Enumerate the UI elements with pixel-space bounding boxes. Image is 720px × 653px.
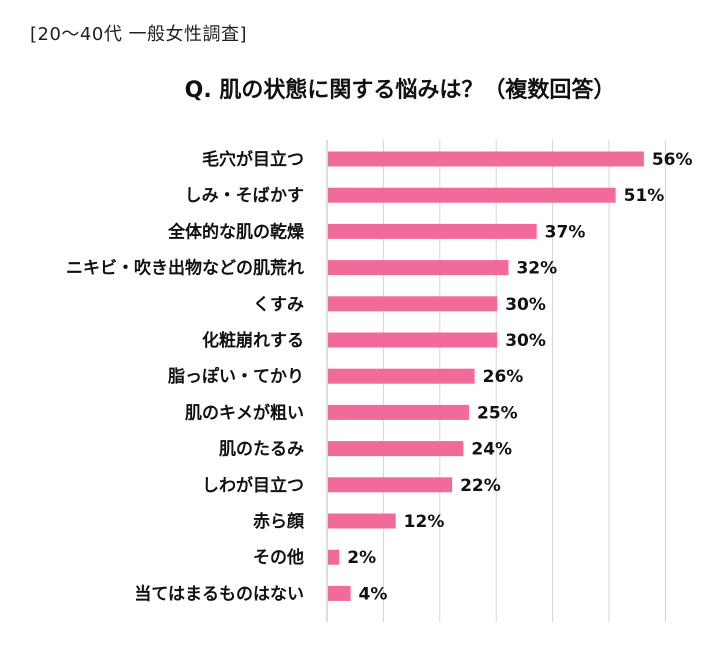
category-label: しみ・そばかす [185,186,304,206]
value-label: 32% [516,259,557,279]
value-label: 30% [505,295,546,315]
bar [328,223,537,239]
value-label: 51% [624,186,665,206]
bar [328,296,498,312]
category-label: 化粧崩れする [202,330,304,351]
category-label: 肌のキメが粗い [185,402,304,423]
bar [328,404,469,420]
bar [328,368,475,384]
bar [328,151,644,167]
category-label: 脂っぽい・てかり [168,366,304,387]
category-label: 肌のたるみ [219,440,304,460]
bar [328,187,616,203]
value-label: 56% [652,150,693,170]
category-label: 赤ら顔 [253,511,305,532]
category-label: くすみ [253,295,304,315]
value-label: 4% [359,584,388,604]
value-label: 22% [460,476,501,496]
category-label: 全体的な肌の乾燥 [167,221,305,242]
bar [328,260,509,276]
category-label: その他 [253,547,304,568]
value-label: 25% [477,403,518,423]
value-label: 30% [505,331,546,351]
value-label: 12% [404,512,445,532]
value-label: 37% [545,222,586,242]
bar [328,332,498,348]
category-label: 毛穴が目立つ [202,149,304,170]
category-label: しわが目立つ [202,475,304,496]
value-label: 2% [347,548,376,568]
bar [328,513,396,529]
bar [328,549,340,565]
chart-title: Q. 肌の状態に関する悩みは？（複数回答） [184,78,616,103]
value-label: 24% [471,440,512,460]
category-label: ニキビ・吹き出物などの肌荒れ [66,258,304,279]
value-label: 26% [483,367,524,387]
bar [328,585,351,601]
bar [328,477,453,493]
survey-subtitle: [20～40代 一般女性調査] [30,24,248,45]
bar [328,441,464,457]
category-label: 当てはまるものはない [134,583,304,604]
